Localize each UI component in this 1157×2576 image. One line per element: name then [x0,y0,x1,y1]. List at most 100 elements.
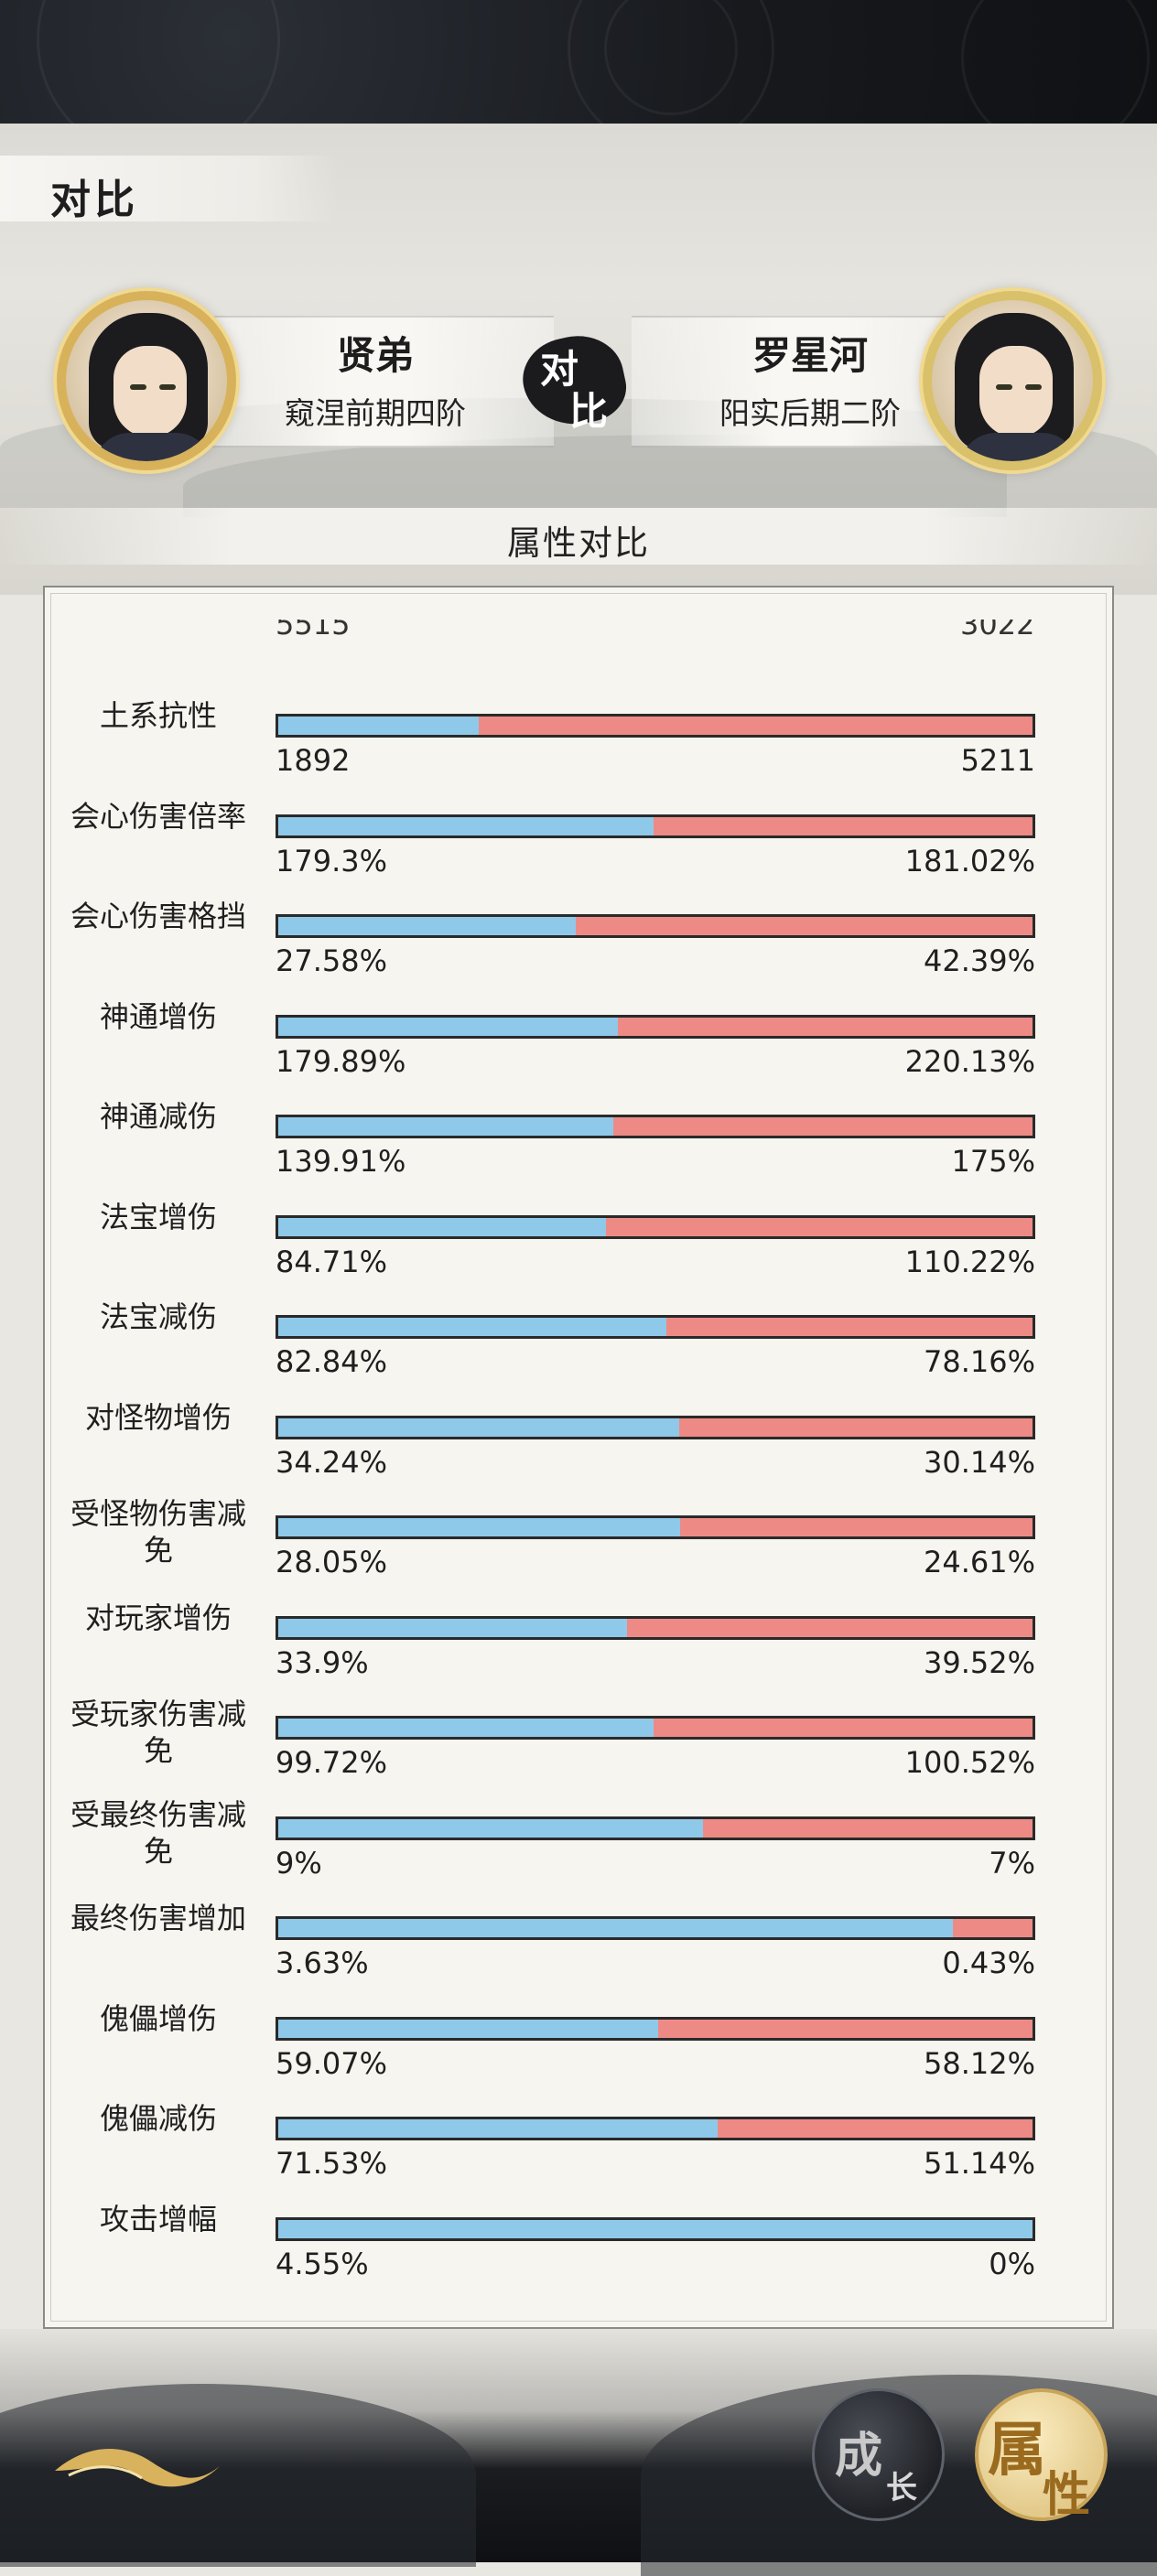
comparison-bar [276,814,1035,838]
attribute-row: 对怪物增伤 34.24% 30.14% [45,1400,1112,1514]
attribute-label: 受最终伤害减免 [70,1796,246,1869]
attribute-label: 傀儡增伤 [99,2000,217,2036]
attribute-row: 受最终伤害减免 9% 7% [45,1797,1112,1915]
attribute-label: 会心伤害倍率 [70,798,246,834]
attribute-label: 受玩家伤害减免 [70,1697,246,1768]
attribute-row: 受玩家伤害减免 99.72% 100.52% [45,1697,1112,1815]
attribute-row: 会心伤害格挡 27.58% 42.39% [45,899,1112,1013]
comparison-bar [276,2216,1035,2241]
right-value: 220.13% [904,1043,1035,1079]
left-value: 179.89% [276,1043,406,1079]
attribute-values: 9% 7% [276,1846,1035,1882]
attribute-values: 82.84% 78.16% [276,1344,1035,1381]
attribute-row: 会心伤害倍率 179.3% 181.02% [45,799,1112,913]
left-share-fill [278,2219,1033,2238]
right-player-avatar[interactable] [923,291,1102,470]
left-player-name: 贤弟 [336,333,414,378]
left-value: 1892 [276,743,351,778]
left-value: 4.55% [276,2246,369,2281]
left-value: 99.72% [276,1745,388,1780]
section-title: 对比 [50,177,138,223]
right-value: 42.39% [923,943,1035,978]
attribute-row: 土系抗性 1892 5211 [45,698,1112,813]
attribute-label: 攻击增幅 [99,2201,217,2236]
attribute-row: 最终伤害增加 3.63% 0.43% [45,1901,1112,2015]
attribute-label: 对怪物增伤 [84,1399,232,1435]
left-value: 34.24% [276,1444,388,1480]
attribute-label: 神通增伤 [99,998,217,1034]
attribute-button-char-1: 属 [988,2417,1046,2484]
section-tab: 对比 [0,156,339,223]
attribute-row: 傀儡减伤 71.53% 51.14% [45,2101,1112,2215]
right-value: 5211 [960,743,1035,778]
attribute-row: 攻击增幅 4.55% 0% [45,2202,1112,2316]
left-value: 179.3% [276,843,388,878]
left-share-fill [278,1818,703,1838]
grow-button-char-1: 成 [835,2429,883,2484]
left-share-fill [278,1518,681,1536]
attribute-label: 傀儡减伤 [99,2101,217,2136]
right-player-rank: 阳实后期二阶 [719,395,901,431]
grow-button[interactable]: 成 长 [812,2388,945,2521]
attribute-values: 27.58% 42.39% [276,943,1035,980]
left-value: 59.07% [276,2045,388,2081]
comparison-bar [276,1916,1035,1940]
attribute-row: 傀儡增伤 59.07% 58.12% [45,2001,1112,2116]
left-share-fill [278,1919,953,1937]
top-banner [0,0,1157,161]
left-value: 84.71% [276,1244,388,1279]
comparison-bar [276,1515,1035,1539]
right-value: 110.22% [904,1244,1035,1279]
attribute-values: 179.3% 181.02% [276,844,1035,880]
attribute-label: 法宝增伤 [99,1199,217,1234]
comparison-bar [276,1115,1035,1138]
left-value: 3.63% [276,1945,369,1980]
attribute-values: 34.24% 30.14% [276,1445,1035,1482]
attribute-label: 法宝减伤 [99,1299,217,1334]
left-share-fill [278,1217,607,1236]
attribute-values: 4.55% 0% [276,2247,1035,2283]
right-player-name: 罗星河 [752,333,868,378]
left-value: 9% [276,1845,322,1881]
left-value: 33.9% [276,1644,369,1680]
left-player-plate: 贤弟 窥涅前期四阶 [197,316,554,447]
vs-emblem: 对 比 [513,311,641,448]
left-share-fill [278,816,654,835]
attribute-values: 99.72% 100.52% [276,1745,1035,1782]
attribute-title-band: 属性对比 [0,508,1157,565]
attribute-values: 179.89% 220.13% [276,1044,1035,1081]
left-share-fill [278,1417,680,1437]
attribute-label: 最终伤害增加 [70,1901,246,1935]
left-share-fill [278,1318,667,1336]
attribute-values: 1892 5211 [276,743,1035,780]
left-value: 27.58% [276,943,388,978]
attribute-row: 对玩家增伤 33.9% 39.52% [45,1601,1112,1715]
comparison-panel[interactable]: 5515 3022 土系抗性 1892 5211 会心伤害倍率 179.3% 181.02… [43,586,1114,2329]
attribute-values: 59.07% 58.12% [276,2046,1035,2083]
comparison-bar [276,1615,1035,1640]
left-player-rank: 窥涅前期四阶 [285,395,466,431]
right-value: 7% [989,1845,1035,1881]
attribute-button[interactable]: 属 性 [975,2388,1108,2523]
right-value: 51.14% [923,2146,1035,2181]
right-value: 175% [951,1144,1035,1179]
left-share-fill [278,1618,627,1637]
comparison-bar [276,1816,1035,1840]
attribute-row: 受怪物伤害减免 28.05% 24.61% [45,1496,1112,1614]
attribute-values: 71.53% 51.14% [276,2146,1035,2183]
right-value: 0.43% [942,1945,1035,1980]
comparison-bar [276,914,1035,938]
right-value: 181.02% [904,843,1035,878]
right-value: 39.52% [923,1644,1035,1680]
left-share-fill [278,1719,654,1737]
left-share-fill [278,717,480,735]
left-share-fill [278,2119,719,2138]
attribute-values: 84.71% 110.22% [276,1245,1035,1281]
left-player-avatar[interactable] [57,291,236,470]
attribute-label: 对玩家增伤 [84,1600,232,1635]
right-value: 0% [989,2246,1035,2281]
left-share-fill [278,1117,613,1136]
left-value: 28.05% [276,1545,388,1579]
comparison-bar [276,1214,1035,1239]
left-value: 82.84% [276,1344,388,1379]
